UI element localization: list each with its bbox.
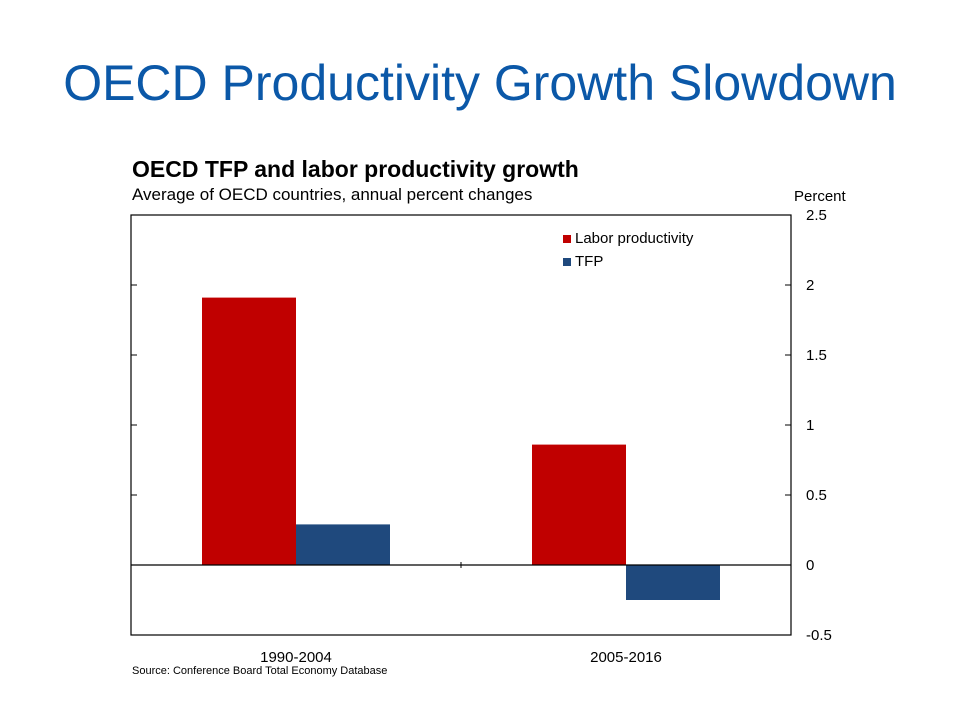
slide-title: OECD Productivity Growth Slowdown bbox=[63, 55, 897, 111]
bar-labor-productivity-2005-2016 bbox=[532, 444, 626, 565]
bar-tfp-1990-2004 bbox=[296, 524, 390, 565]
y-tick-label: -0.5 bbox=[806, 627, 832, 644]
x-category-label: 1990-2004 bbox=[260, 649, 332, 666]
y-tick-label: 0 bbox=[806, 557, 814, 574]
y-tick-label: 1 bbox=[806, 417, 814, 434]
bar-labor-productivity-1990-2004 bbox=[202, 297, 296, 565]
chart-title: OECD TFP and labor productivity growth bbox=[132, 156, 579, 182]
legend-label: TFP bbox=[575, 253, 603, 270]
legend-swatch bbox=[563, 235, 571, 243]
legend-label: Labor productivity bbox=[575, 230, 694, 247]
y-axis-unit-label: Percent bbox=[794, 188, 846, 205]
y-tick-label: 2.5 bbox=[806, 207, 827, 224]
source-note: Source: Conference Board Total Economy D… bbox=[132, 665, 388, 677]
y-tick-label: 1.5 bbox=[806, 347, 827, 364]
y-tick-label: 0.5 bbox=[806, 487, 827, 504]
x-category-label: 2005-2016 bbox=[590, 649, 662, 666]
chart-subtitle: Average of OECD countries, annual percen… bbox=[132, 185, 533, 204]
y-tick-label: 2 bbox=[806, 277, 814, 294]
legend-swatch bbox=[563, 258, 571, 266]
bar-tfp-2005-2016 bbox=[626, 565, 720, 600]
